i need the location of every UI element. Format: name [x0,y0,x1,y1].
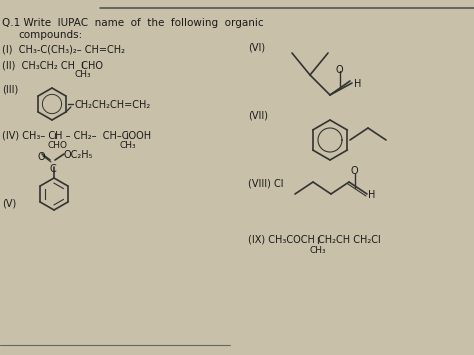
Text: O: O [38,152,46,162]
Text: (III): (III) [2,84,18,94]
Text: (V): (V) [2,198,16,208]
Text: (IV) CH₃– CH – CH₂–  CH–COOH: (IV) CH₃– CH – CH₂– CH–COOH [2,130,151,140]
Text: (II)  CH₃CH₂ CH  CHO: (II) CH₃CH₂ CH CHO [2,60,103,70]
Text: CH₃: CH₃ [120,141,137,150]
Text: H: H [368,190,375,200]
Text: O: O [351,166,359,176]
Text: compounds:: compounds: [18,30,82,40]
Text: H: H [354,79,361,89]
Text: (VII): (VII) [248,110,268,120]
Text: CHO: CHO [48,141,68,150]
Text: (IX) CH₃COCH CH₂CH CH₂Cl: (IX) CH₃COCH CH₂CH CH₂Cl [248,234,381,244]
Text: (I)  CH₃-C(CH₃)₂– CH=CH₂: (I) CH₃-C(CH₃)₂– CH=CH₂ [2,44,125,54]
Text: CH₃: CH₃ [75,70,91,79]
Text: Q.1 Write  IUPAC  name  of  the  following  organic: Q.1 Write IUPAC name of the following or… [2,18,264,28]
Text: C: C [50,164,57,174]
Text: CH₃: CH₃ [310,246,327,255]
Text: O: O [336,65,344,75]
Text: (VI): (VI) [248,42,265,52]
Text: CH₂CH₂CH=CH₂: CH₂CH₂CH=CH₂ [75,100,151,110]
Text: (VIII) Cl: (VIII) Cl [248,178,283,188]
Text: OC₂H₅: OC₂H₅ [64,150,93,160]
